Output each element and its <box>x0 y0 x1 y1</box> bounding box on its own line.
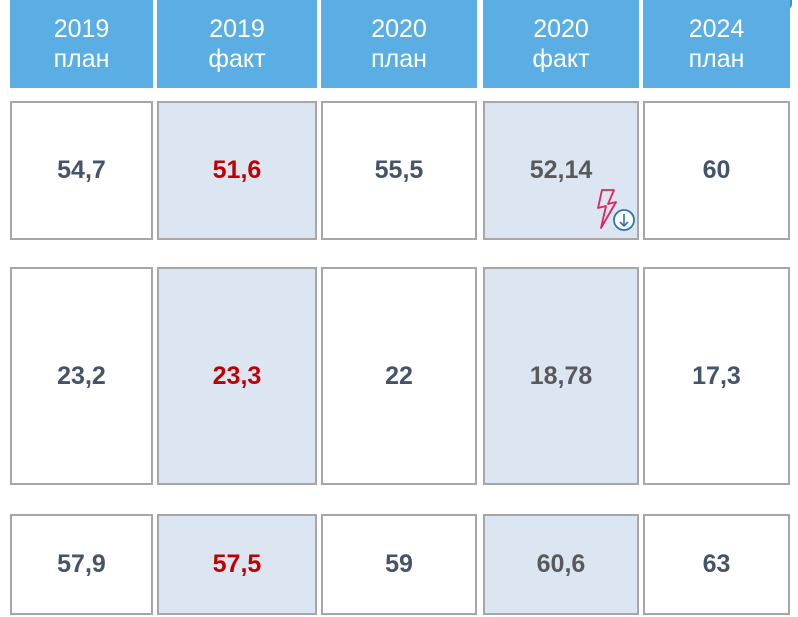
header-kind: план <box>371 45 427 73</box>
value-cell: 22 <box>321 267 477 485</box>
alert-icon <box>597 189 635 231</box>
value-cell: 51,6 <box>157 101 317 240</box>
header-year: 2020 <box>533 15 589 43</box>
column-header: 2020 план <box>321 0 477 88</box>
header-year: 2019 <box>209 15 265 43</box>
header-year: 2019 <box>53 15 110 43</box>
value-cell: 57,5 <box>157 514 317 615</box>
header-kind: план <box>53 45 110 73</box>
value-cell: 54,7 <box>10 101 153 240</box>
column-header: 2019 факт <box>157 0 317 88</box>
header-year: 2024 <box>688 15 745 43</box>
value-cell: 17,3 <box>643 267 790 485</box>
column-header: 2024 план <box>643 0 790 88</box>
value-cell: 60 <box>643 101 790 240</box>
value-cell: 60,6 <box>483 514 639 615</box>
value-cell: 18,78 <box>483 267 639 485</box>
column-header: 2019 план <box>10 0 153 88</box>
header-kind: план <box>688 45 745 73</box>
value-cell: 23,3 <box>157 267 317 485</box>
value-cell: 52,14 <box>483 101 639 240</box>
header-year: 2020 <box>371 15 427 43</box>
value-cell: 57,9 <box>10 514 153 615</box>
value-cell: 23,2 <box>10 267 153 485</box>
value-cell: 63 <box>643 514 790 615</box>
value-cell: 59 <box>321 514 477 615</box>
column-header: 2020 факт <box>483 0 639 88</box>
header-kind: факт <box>208 45 266 73</box>
header-kind: факт <box>532 45 590 73</box>
value-cell: 55,5 <box>321 101 477 240</box>
